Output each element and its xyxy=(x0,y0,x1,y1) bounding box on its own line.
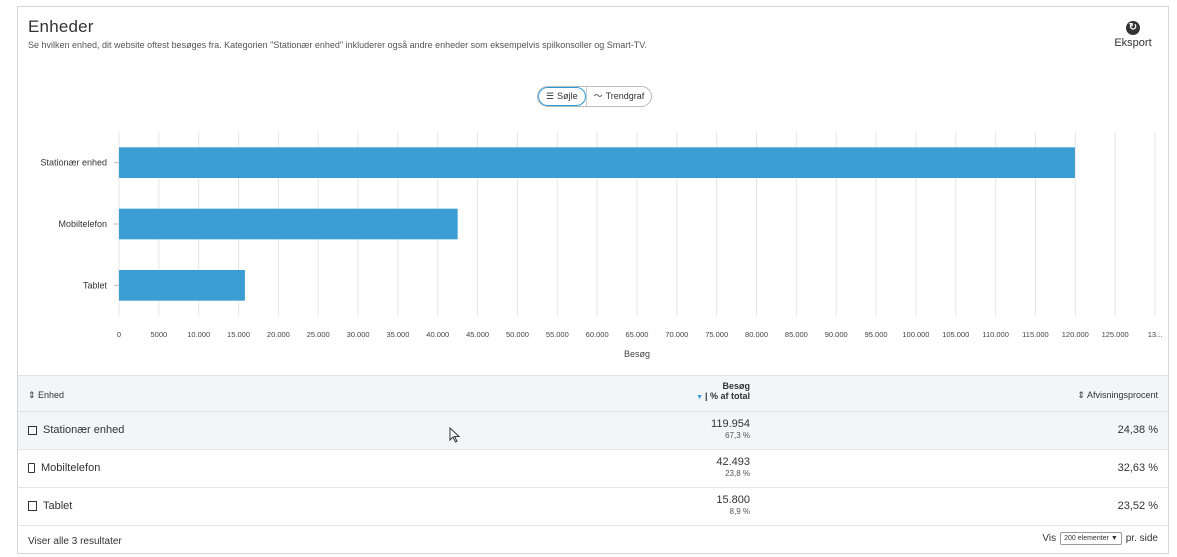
vis-label: Vis xyxy=(1042,533,1057,544)
results-count: Viser alle 3 resultater xyxy=(28,536,122,547)
bar-toggle-label: Søjle xyxy=(557,91,578,101)
row-device-name: Mobiltelefon xyxy=(41,462,101,474)
visits-value: 15.800 xyxy=(716,494,750,506)
x-tick-label: 80.000 xyxy=(745,330,768,339)
row-visits: 119.954 67,3 % xyxy=(479,418,767,440)
table-row[interactable]: Mobiltelefon 42.493 23,8 % 32,63 % xyxy=(18,450,1168,488)
x-tick-label: 75.000 xyxy=(705,330,728,339)
mouse-cursor-icon xyxy=(449,427,461,443)
chart-type-toggle: ☰ Søjle 〜 Trendgraf xyxy=(537,86,653,107)
x-tick-label: 100.000 xyxy=(902,330,929,339)
besog-header-sub: | % af total xyxy=(704,391,750,401)
export-label: Eksport xyxy=(1114,37,1152,49)
bounce-rate-value: 32,63 % xyxy=(1117,462,1158,474)
x-tick-label: 70.000 xyxy=(665,330,688,339)
x-tick-label: 115.000 xyxy=(1022,330,1049,339)
phone-icon xyxy=(28,463,35,473)
devices-bar-chart: 0 5000 10.000 15.000 20.000 25.000 30.000 35.00… xyxy=(40,132,1163,359)
x-tick-label: 20.000 xyxy=(267,330,290,339)
x-tick-label: 10.000 xyxy=(187,330,210,339)
bounce-rate-value: 23,52 % xyxy=(1117,500,1158,512)
row-name: Mobiltelefon xyxy=(28,462,100,474)
trend-chart-toggle-button[interactable]: 〜 Trendgraf xyxy=(585,87,652,106)
x-tick-label: 40.000 xyxy=(426,330,449,339)
x-tick-label: 0 xyxy=(117,330,121,339)
bar-chart-toggle-button[interactable]: ☰ Søjle xyxy=(538,87,586,106)
x-tick-label: 95.000 xyxy=(865,330,888,339)
x-tick-label: 35.000 xyxy=(386,330,409,339)
x-tick-label: 25.000 xyxy=(307,330,330,339)
sort-enhed-header[interactable]: ⇕ Enhed xyxy=(28,390,65,400)
x-tick-label: 120.000 xyxy=(1062,330,1089,339)
x-tick-label: 85.000 xyxy=(785,330,808,339)
per-page-control: Vis 200 elementer ▼ pr. side xyxy=(1042,532,1158,545)
y-category-label: Stationær enhed xyxy=(40,158,107,168)
panel-header: Enheder Se hvilken enhed, dit website of… xyxy=(28,17,647,50)
table-row[interactable]: Stationær enhed 119.954 67,3 % 24,38 % xyxy=(18,412,1168,450)
row-name: Tablet xyxy=(28,500,72,512)
x-axis-title: Besøg xyxy=(624,349,650,359)
row-device-name: Stationær enhed xyxy=(43,424,125,436)
x-tick-label: 5000 xyxy=(151,330,168,339)
row-visits: 42.493 23,8 % xyxy=(479,456,767,478)
x-tick-label: 45.000 xyxy=(466,330,489,339)
y-category-label: Tablet xyxy=(83,280,108,290)
table-header: ⇕ Enhed Besøg ▼ | % af total ⇕ Afvisning… xyxy=(18,375,1168,414)
besog-header-title: Besøg xyxy=(722,381,750,391)
devices-table: ⇕ Enhed Besøg ▼ | % af total ⇕ Afvisning… xyxy=(18,375,1168,526)
row-name: Stationær enhed xyxy=(28,424,124,436)
x-tick-label: 55.000 xyxy=(546,330,569,339)
x-tick-label: 110.000 xyxy=(982,330,1009,339)
x-tick-label: 105.000 xyxy=(942,330,969,339)
x-tick-label: 125.000 xyxy=(1102,330,1129,339)
x-tick-label: 50.000 xyxy=(506,330,529,339)
x-tick-label: 13... xyxy=(1148,330,1163,339)
x-tick-label: 30.000 xyxy=(347,330,370,339)
bar xyxy=(119,147,1075,178)
x-tick-label: 65.000 xyxy=(626,330,649,339)
row-visits: 15.800 8,9 % xyxy=(479,494,767,516)
export-button[interactable]: ↻ Eksport xyxy=(1108,21,1158,49)
table-row[interactable]: Tablet 15.800 8,9 % 23,52 % xyxy=(18,488,1168,526)
row-device-name: Tablet xyxy=(43,500,73,512)
sort-afvisning-header[interactable]: ⇕ Afvisningsprocent xyxy=(1077,390,1158,400)
table-footer: Viser alle 3 resultater Vis 200 elemente… xyxy=(18,527,1168,553)
visits-value: 42.493 xyxy=(716,456,750,468)
trend-line-icon: 〜 xyxy=(593,91,603,101)
visits-percent: 67,3 % xyxy=(725,431,750,440)
trend-toggle-label: Trendgraf xyxy=(605,91,645,101)
x-tick-label: 15.000 xyxy=(227,330,250,339)
x-tick-label: 90.000 xyxy=(825,330,848,339)
desktop-icon xyxy=(28,425,37,435)
page-subtitle: Se hvilken enhed, dit website oftest bes… xyxy=(28,40,647,50)
y-category-label: Mobiltelefon xyxy=(58,219,107,229)
bar xyxy=(119,270,245,301)
devices-panel: Enheder Se hvilken enhed, dit website of… xyxy=(17,6,1169,554)
visits-percent: 8,9 % xyxy=(729,507,750,516)
visits-percent: 23,8 % xyxy=(725,469,750,478)
tablet-icon xyxy=(28,501,37,511)
page-title: Enheder xyxy=(28,17,94,36)
per-page-select[interactable]: 200 elementer ▼ xyxy=(1060,532,1122,545)
x-tick-label: 60.000 xyxy=(586,330,609,339)
sort-besog-header[interactable]: Besøg ▼ | % af total xyxy=(479,381,767,414)
per-side-label: pr. side xyxy=(1125,533,1158,544)
sort-desc-icon: ▼ xyxy=(696,394,705,401)
visits-value: 119.954 xyxy=(711,418,750,430)
bar xyxy=(119,208,458,240)
bar-chart-icon: ☰ xyxy=(546,91,555,101)
refresh-arrow-icon: ↻ xyxy=(1126,21,1140,35)
bounce-rate-value: 24,38 % xyxy=(1117,424,1158,436)
